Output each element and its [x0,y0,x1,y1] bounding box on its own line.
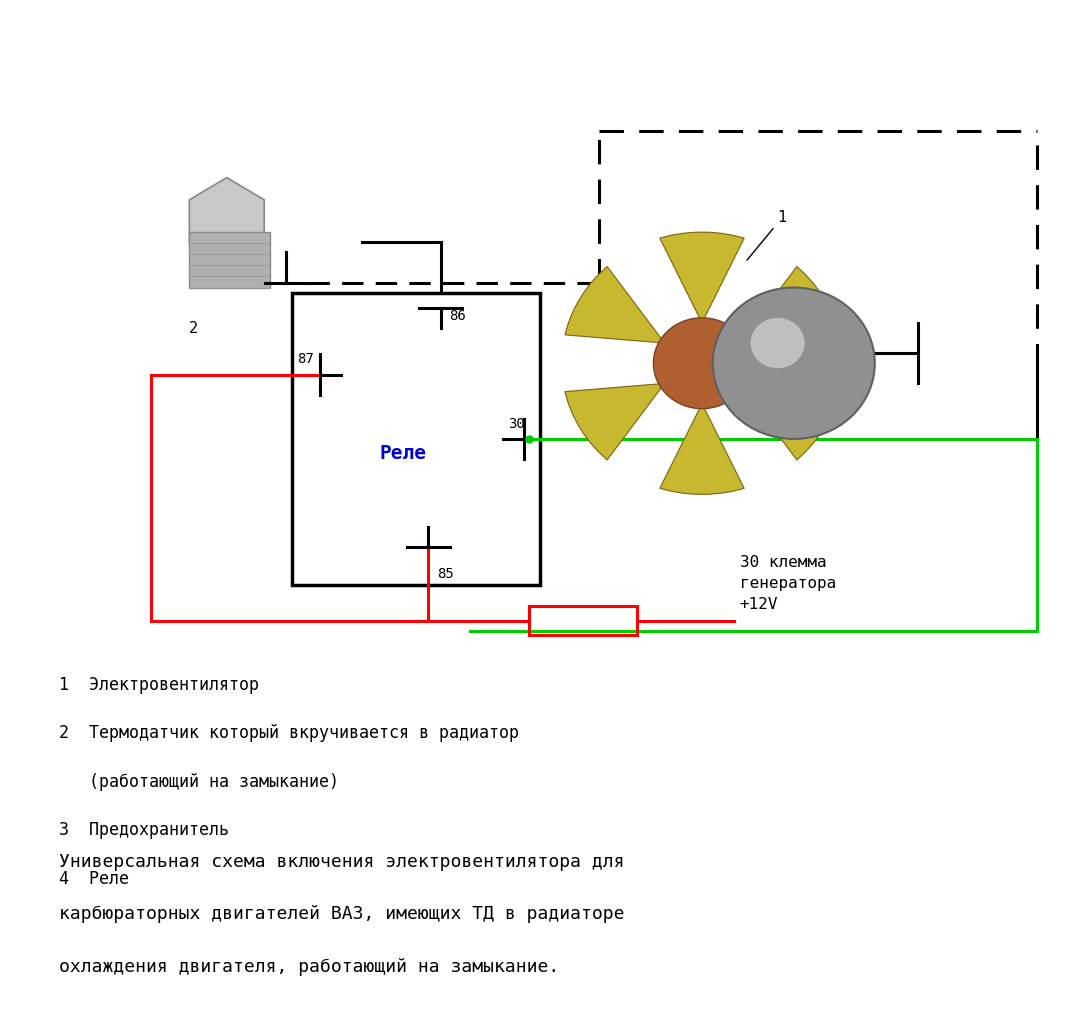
Text: Реле: Реле [380,444,427,463]
Text: 1: 1 [747,210,786,260]
Text: 87: 87 [297,352,314,366]
Bar [292,293,540,585]
Polygon shape [740,383,839,460]
Text: 86: 86 [449,309,467,323]
Polygon shape [565,266,664,343]
Circle shape [713,288,875,439]
Polygon shape [660,404,744,494]
Bar [529,606,637,635]
Text: карбюраторных двигателей ВАЗ, имеющих ТД в радиаторе: карбюраторных двигателей ВАЗ, имеющих ТД… [59,905,625,923]
Text: 4  Реле: 4 Реле [59,870,130,888]
Text: 3  Предохранитель: 3 Предохранитель [59,821,229,839]
Text: 30: 30 [509,417,525,431]
Circle shape [653,318,751,409]
Polygon shape [740,266,839,343]
Text: Универсальная схема включения электровентилятора для: Универсальная схема включения электровен… [59,853,625,871]
Text: 30 клемма
генератора
+12V: 30 клемма генератора +12V [740,556,836,612]
Polygon shape [189,178,265,266]
Text: охлаждения двигателя, работающий на замыкание.: охлаждения двигателя, работающий на замы… [59,958,559,976]
Text: (работающий на замыкание): (работающий на замыкание) [59,773,339,791]
Text: 2  Термодатчик который вкручивается в радиатор: 2 Термодатчик который вкручивается в рад… [59,724,519,743]
Circle shape [751,318,805,368]
Polygon shape [565,383,664,460]
Polygon shape [660,232,744,323]
Bar [189,232,270,288]
Text: 85: 85 [437,567,454,581]
Text: 2: 2 [189,321,198,336]
Text: 1  Электровентилятор: 1 Электровентилятор [59,676,259,694]
